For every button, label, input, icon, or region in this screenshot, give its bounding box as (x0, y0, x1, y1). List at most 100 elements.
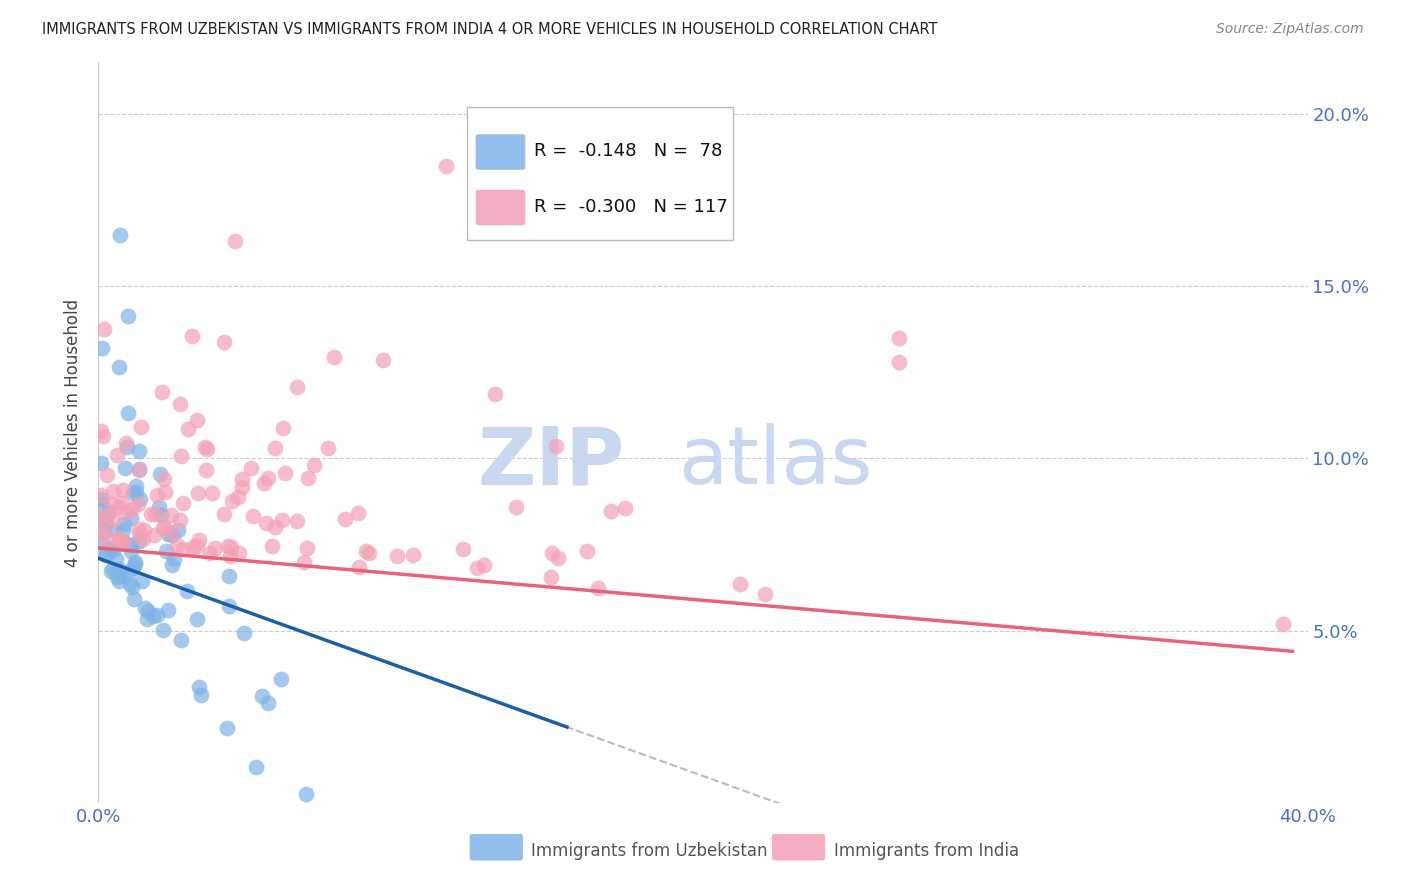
Point (100, 565, 122, 579)
Point (103, 513, 125, 527)
Point (323, 350, 346, 364)
Point (254, 516, 277, 530)
Point (131, 574, 153, 588)
Point (114, 461, 136, 475)
Point (90, 424, 112, 438)
Point (586, 582, 609, 596)
Point (103, 484, 125, 499)
Point (434, 159, 457, 173)
Point (240, 460, 263, 475)
Point (889, 331, 911, 345)
Text: IMMIGRANTS FROM UZBEKISTAN VS IMMIGRANTS FROM INDIA 4 OR MORE VEHICLES IN HOUSEH: IMMIGRANTS FROM UZBEKISTAN VS IMMIGRANTS… (42, 22, 938, 37)
Point (145, 608, 167, 623)
Point (451, 542, 474, 557)
Text: R =  -0.300   N = 117: R = -0.300 N = 117 (534, 198, 727, 216)
Point (613, 500, 636, 515)
FancyBboxPatch shape (475, 135, 526, 169)
Point (295, 787, 318, 801)
Point (138, 604, 160, 618)
Point (98, 536, 121, 550)
Point (90, 509, 112, 524)
Point (129, 419, 152, 434)
Point (142, 608, 165, 623)
Text: Immigrants from India: Immigrants from India (834, 842, 1019, 860)
FancyBboxPatch shape (467, 107, 734, 240)
Point (115, 436, 138, 450)
Point (169, 396, 191, 410)
Point (120, 511, 142, 525)
Point (544, 439, 567, 453)
Y-axis label: 4 or more Vehicles in Household: 4 or more Vehicles in Household (65, 299, 83, 566)
Point (153, 472, 176, 486)
Point (160, 524, 183, 539)
Text: R =  -0.148   N =  78: R = -0.148 N = 78 (534, 143, 723, 161)
Point (134, 600, 156, 615)
Point (292, 555, 315, 569)
Point (146, 487, 169, 501)
Point (181, 540, 204, 554)
Point (186, 539, 208, 553)
Point (128, 526, 150, 541)
Point (128, 533, 150, 548)
Text: Source: ZipAtlas.com: Source: ZipAtlas.com (1216, 22, 1364, 37)
Point (167, 523, 190, 537)
Point (540, 570, 562, 584)
Point (186, 612, 208, 626)
Point (108, 533, 131, 548)
Point (121, 486, 143, 500)
Point (297, 541, 319, 556)
Point (212, 508, 235, 522)
Point (600, 503, 623, 517)
Point (260, 539, 283, 553)
Point (129, 492, 152, 507)
Point (124, 555, 146, 569)
Point (187, 486, 209, 500)
FancyBboxPatch shape (470, 834, 523, 861)
Point (169, 513, 191, 527)
Point (181, 329, 204, 343)
Point (90, 526, 112, 541)
Point (333, 512, 356, 526)
Point (285, 380, 308, 394)
Point (505, 500, 527, 515)
Point (349, 560, 371, 574)
Point (128, 444, 150, 458)
Point (117, 309, 139, 323)
Point (754, 587, 776, 601)
Point (257, 471, 280, 485)
Point (94, 546, 117, 560)
Point (221, 494, 243, 508)
Point (128, 463, 150, 477)
Point (90, 491, 112, 506)
Point (122, 591, 145, 606)
Point (125, 479, 148, 493)
Point (91, 429, 114, 443)
Point (270, 672, 292, 686)
Point (194, 463, 217, 477)
Point (118, 565, 141, 579)
Point (256, 697, 278, 711)
Point (105, 552, 128, 566)
Point (112, 535, 135, 549)
Point (117, 440, 139, 454)
Point (94, 508, 117, 523)
Point (357, 546, 380, 560)
Point (93, 525, 115, 540)
Point (153, 520, 176, 534)
Point (108, 227, 131, 242)
Point (96, 548, 118, 562)
Point (143, 508, 166, 522)
Point (152, 623, 174, 637)
Point (104, 524, 127, 539)
Text: Immigrants from Uzbekistan: Immigrants from Uzbekistan (531, 842, 768, 860)
Point (107, 562, 129, 576)
Point (143, 527, 166, 541)
Point (172, 542, 194, 557)
Point (157, 603, 180, 617)
Point (121, 580, 143, 594)
Point (385, 549, 408, 563)
Point (121, 501, 143, 516)
Point (91, 524, 114, 538)
Point (169, 449, 191, 463)
Point (93, 322, 115, 336)
